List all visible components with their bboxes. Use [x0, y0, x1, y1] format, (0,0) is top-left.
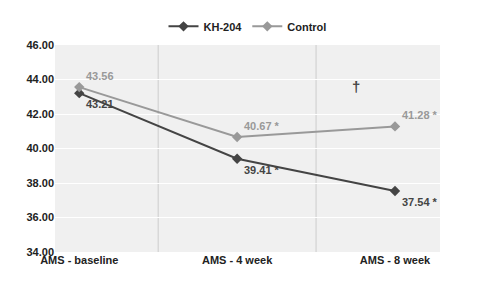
svg-text:36.00: 36.00 — [26, 211, 54, 223]
svg-text:AMS - 8 week: AMS - 8 week — [360, 254, 431, 266]
svg-text:AMS - baseline: AMS - baseline — [40, 254, 118, 266]
svg-text:KH-204: KH-204 — [204, 21, 243, 33]
svg-text:41.28 *: 41.28 * — [402, 109, 438, 121]
svg-text:Control: Control — [287, 21, 326, 33]
svg-text:AMS - 4 week: AMS - 4 week — [202, 254, 273, 266]
svg-text:34.00: 34.00 — [26, 246, 54, 258]
svg-text:39.41 *: 39.41 * — [244, 164, 280, 176]
svg-text:40.67 *: 40.67 * — [244, 120, 280, 132]
svg-text:37.54 *: 37.54 * — [402, 196, 438, 208]
svg-text:44.00: 44.00 — [26, 73, 54, 85]
svg-text:42.00: 42.00 — [26, 108, 54, 120]
svg-text:43.56: 43.56 — [86, 70, 114, 82]
svg-text:40.00: 40.00 — [26, 142, 54, 154]
svg-text:38.00: 38.00 — [26, 177, 54, 189]
svg-text:†: † — [352, 78, 360, 95]
svg-text:43.21: 43.21 — [86, 98, 114, 110]
svg-text:46.00: 46.00 — [26, 39, 54, 51]
